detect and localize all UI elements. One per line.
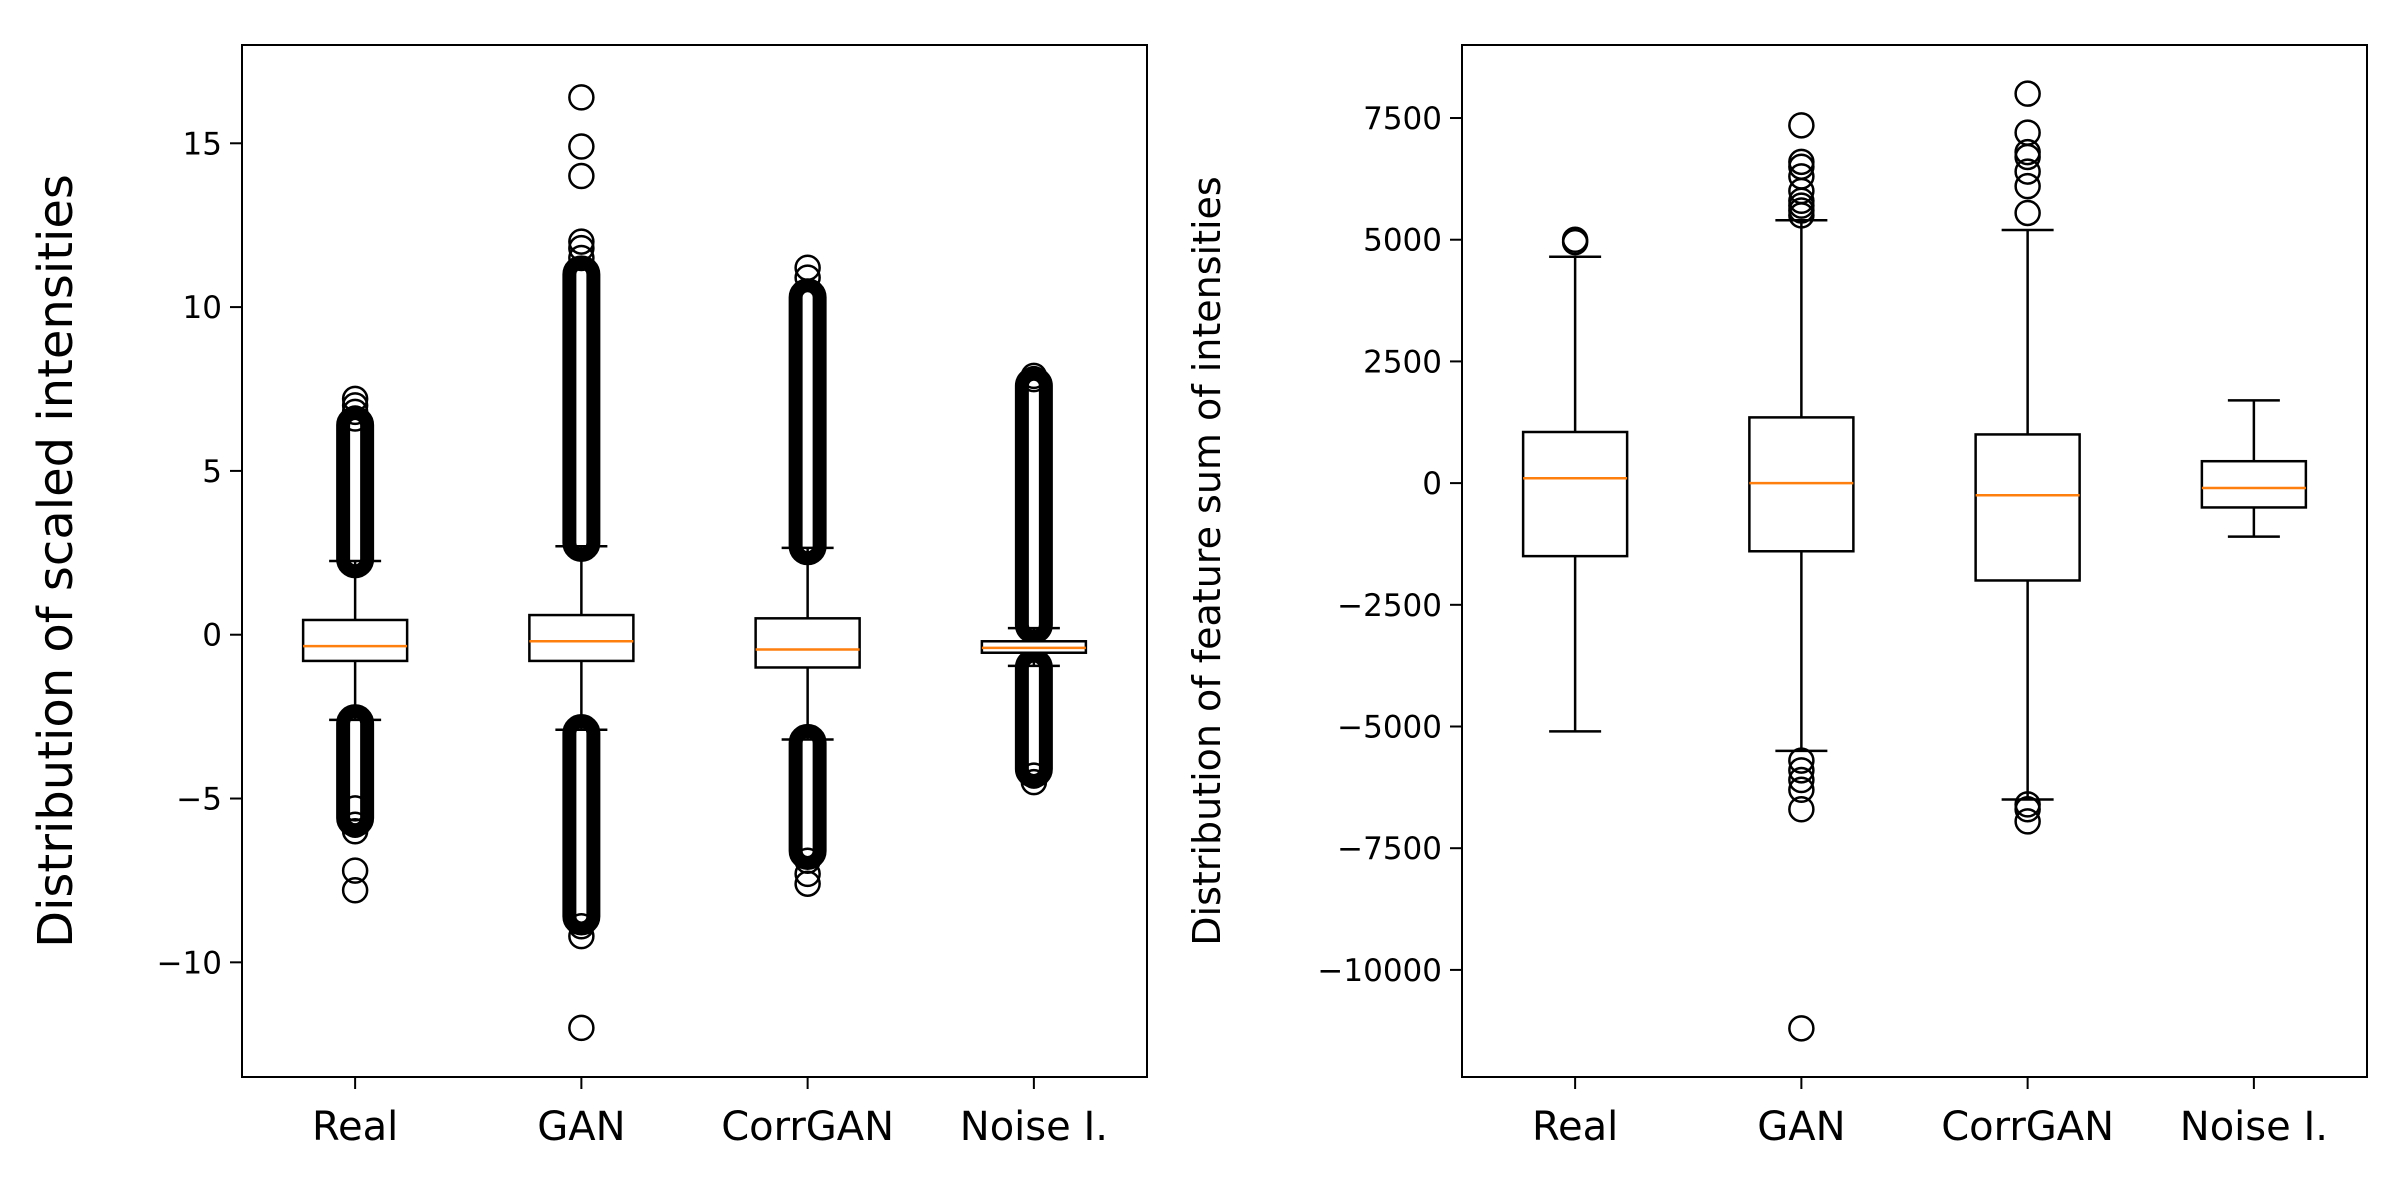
y-tick-label: −10 xyxy=(157,945,222,981)
outlier-point xyxy=(568,234,595,262)
y-tick-label: −2500 xyxy=(1337,588,1442,624)
outlier-point xyxy=(341,385,369,413)
outlier-point xyxy=(2014,199,2041,227)
box xyxy=(754,617,861,669)
outlier-point xyxy=(341,795,369,822)
x-tick-label: Noise I. xyxy=(2180,1104,2328,1150)
outlier-point xyxy=(568,133,595,160)
x-tick-label: CorrGAN xyxy=(721,1104,894,1150)
outlier-point xyxy=(2014,143,2041,171)
outlier-point xyxy=(1561,226,1589,253)
outlier-cluster xyxy=(1014,648,1053,789)
outlier-point xyxy=(568,84,595,111)
outlier-cluster xyxy=(562,714,601,936)
outlier-point xyxy=(568,162,595,190)
outlier-point xyxy=(341,392,369,419)
left-boxplot-panel: −10 −5 0 5 10 15 Real GAN CorrGAN Noise I. Distrib… xyxy=(28,44,1148,1150)
y-tick-label: 10 xyxy=(183,290,222,326)
outlier-point xyxy=(1020,362,1048,390)
outlier-point xyxy=(568,244,595,272)
axes-frame xyxy=(241,44,1148,1078)
outlier-point xyxy=(568,228,595,255)
box xyxy=(2200,459,2308,509)
outlier-point xyxy=(794,847,821,875)
outlier-point xyxy=(794,264,821,291)
outlier-point xyxy=(794,254,821,282)
x-tick-label: Real xyxy=(1532,1104,1618,1150)
outlier-point xyxy=(341,398,369,426)
outlier-point xyxy=(1788,148,1815,176)
outlier-point xyxy=(794,860,821,888)
y-tick-label: 7500 xyxy=(1363,101,1442,137)
outlier-cluster xyxy=(788,278,827,566)
y-tick-label: −5 xyxy=(176,782,222,818)
box xyxy=(528,613,635,663)
box xyxy=(301,618,409,663)
box xyxy=(1974,433,2081,582)
outlier-point xyxy=(2014,119,2041,146)
outlier-point xyxy=(1020,768,1048,796)
outlier-point xyxy=(341,877,369,904)
x-tick-label: Real xyxy=(312,1104,398,1150)
axes-frame xyxy=(1461,44,2368,1078)
y-tick-label: −10000 xyxy=(1317,953,1442,989)
outlier-cluster xyxy=(562,255,601,562)
outlier-point xyxy=(1788,776,1815,804)
outlier-point xyxy=(568,913,595,940)
outlier-cluster xyxy=(788,723,827,870)
outlier-point xyxy=(1788,796,1815,823)
y-tick-label: −7500 xyxy=(1337,831,1442,867)
x-tick-label: CorrGAN xyxy=(1941,1104,2114,1150)
outlier-point xyxy=(2014,172,2041,200)
y-tick-label: 5 xyxy=(202,454,222,490)
outlier-point xyxy=(2014,138,2041,166)
outlier-point xyxy=(1788,747,1815,774)
x-tick-label: GAN xyxy=(1757,1104,1845,1150)
outlier-point xyxy=(1788,112,1815,139)
y-axis-label: Distribution of feature sum of intensiti… xyxy=(1185,176,1229,945)
y-axis-label: Distribution of scaled intensities xyxy=(28,174,84,948)
outlier-point xyxy=(568,1014,595,1042)
y-tick-label: 2500 xyxy=(1363,344,1442,380)
outlier-point xyxy=(1788,757,1815,784)
outlier-cluster xyxy=(1014,366,1053,644)
outlier-point xyxy=(1788,1015,1815,1042)
outlier-point xyxy=(1020,762,1048,789)
y-tick-label: 5000 xyxy=(1363,223,1442,259)
outlier-point xyxy=(2014,791,2041,818)
outlier-point xyxy=(2014,808,2041,835)
outlier-point xyxy=(341,811,369,838)
outlier-cluster xyxy=(336,406,375,579)
x-tick-label: GAN xyxy=(537,1104,625,1150)
y-tick-label: 15 xyxy=(183,126,222,162)
outlier-point xyxy=(341,405,369,432)
x-tick-label: Noise I. xyxy=(960,1104,1108,1150)
box xyxy=(1521,430,1629,558)
y-tick-label: 0 xyxy=(1422,466,1442,502)
y-tick-label: −5000 xyxy=(1337,710,1442,746)
outlier-point xyxy=(2014,80,2041,107)
outlier-point xyxy=(1788,163,1815,190)
outlier-point xyxy=(341,857,369,884)
outlier-point xyxy=(1788,766,1815,794)
outlier-point xyxy=(568,922,595,950)
y-tick-label: 0 xyxy=(202,618,222,654)
outlier-point xyxy=(2014,158,2041,185)
right-boxplot-panel: −10000 −7500 −5000 −2500 0 2500 5000 7500 Real GA… xyxy=(1185,44,2368,1150)
